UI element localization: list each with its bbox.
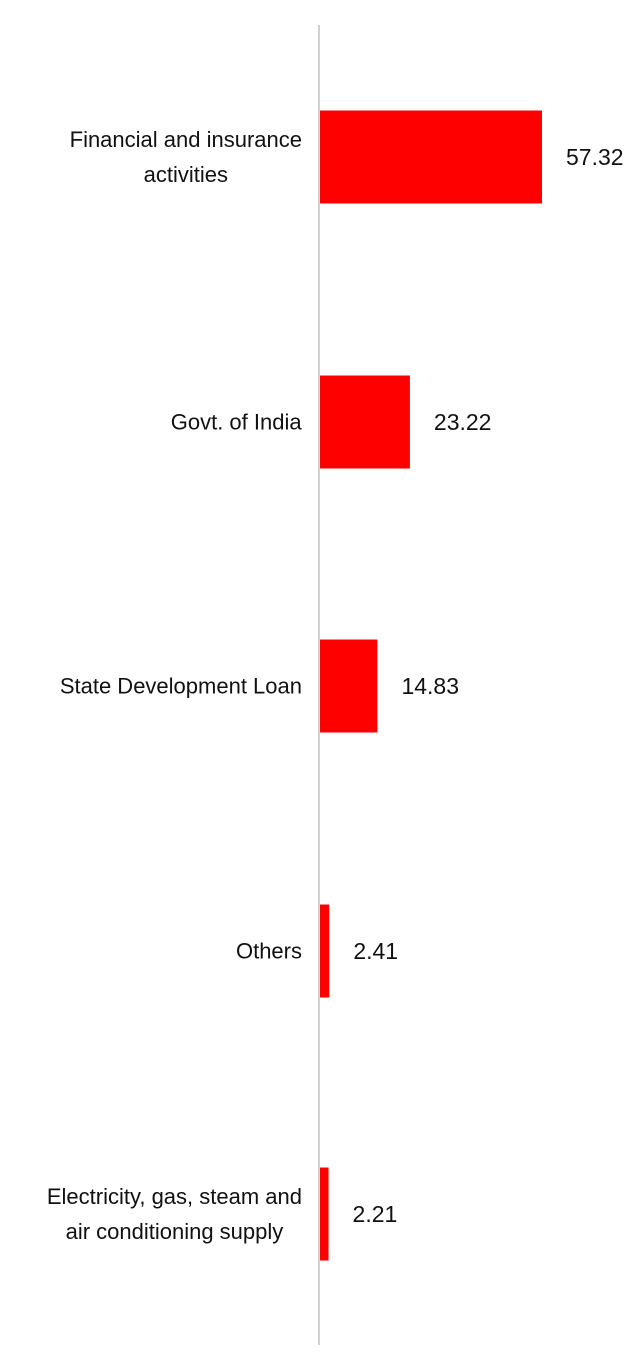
category-label: State Development Loan — [60, 674, 302, 699]
category-label-line: Financial and insurance — [70, 127, 302, 152]
value-label: 23.22 — [434, 409, 492, 435]
category-label-line: Others — [236, 939, 302, 964]
value-label: 14.83 — [401, 673, 459, 699]
bar — [320, 1167, 329, 1261]
value-label: 2.21 — [353, 1201, 398, 1227]
category-label: Govt. of India — [171, 410, 303, 435]
bars-group: Financial and insurance activities 57.32 Go… — [47, 110, 624, 1261]
value-label: 2.41 — [353, 938, 398, 964]
category-label-line: State Development Loan — [60, 674, 302, 699]
bar — [320, 110, 542, 204]
category-label: Others — [236, 939, 302, 964]
category-label: Electricity, gas, steam and air condition… — [47, 1184, 302, 1244]
bar — [320, 904, 330, 998]
value-label: 57.32 — [566, 144, 624, 170]
bar — [320, 375, 410, 469]
category-label-line: air conditioning supply — [66, 1219, 284, 1244]
category-label: Financial and insurance activities — [70, 127, 302, 187]
bar — [320, 639, 378, 733]
category-label-line: activities — [144, 162, 228, 187]
category-label-line: Electricity, gas, steam and — [47, 1184, 302, 1209]
category-label-line: Govt. of India — [171, 410, 303, 435]
